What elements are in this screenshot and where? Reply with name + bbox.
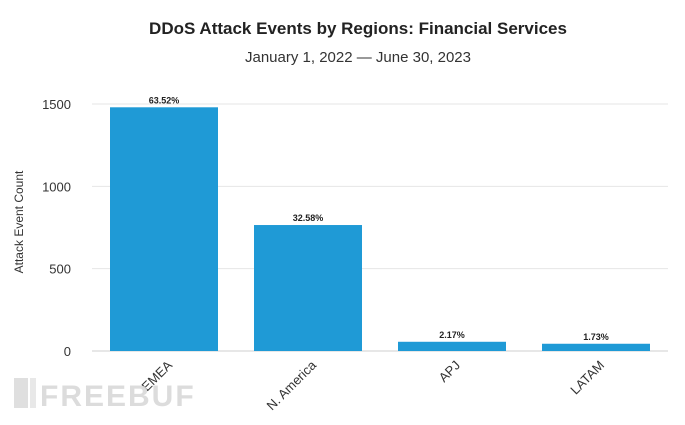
y-tick-label: 0 bbox=[64, 344, 71, 359]
watermark-logo: FREEBUF bbox=[14, 378, 196, 413]
watermark-mark: FREEBUF bbox=[14, 378, 196, 413]
y-axis-label: Attack Event Count bbox=[12, 170, 26, 273]
watermark-bar-shape bbox=[14, 378, 28, 408]
x-tick-label: N. America bbox=[264, 357, 320, 413]
y-tick-labels: 0 500 1000 1500 bbox=[42, 97, 71, 359]
y-tick-label: 1000 bbox=[42, 179, 71, 194]
x-tick-labels: EMEA N. America APJ LATAM bbox=[138, 357, 607, 413]
chart-title: DDoS Attack Events by Regions: Financial… bbox=[149, 19, 567, 38]
data-label: 63.52% bbox=[149, 95, 180, 105]
watermark-bar-shape bbox=[30, 378, 36, 408]
data-label: 1.73% bbox=[583, 332, 609, 342]
bars bbox=[110, 107, 650, 351]
bar-apj bbox=[398, 341, 506, 351]
data-labels: 63.52% 32.58% 2.17% 1.73% bbox=[149, 95, 609, 341]
chart-subtitle: January 1, 2022 — June 30, 2023 bbox=[245, 49, 471, 66]
bar-n-america bbox=[254, 225, 362, 351]
watermark-text: FREEBUF bbox=[40, 380, 196, 413]
x-tick-label: LATAM bbox=[567, 358, 607, 398]
data-label: 32.58% bbox=[293, 213, 324, 223]
y-tick-label: 500 bbox=[49, 262, 71, 277]
bar-latam bbox=[542, 343, 650, 351]
bar-emea bbox=[110, 107, 218, 351]
data-label: 2.17% bbox=[439, 330, 465, 340]
x-tick-label: APJ bbox=[436, 358, 463, 385]
y-tick-label: 1500 bbox=[42, 97, 71, 112]
